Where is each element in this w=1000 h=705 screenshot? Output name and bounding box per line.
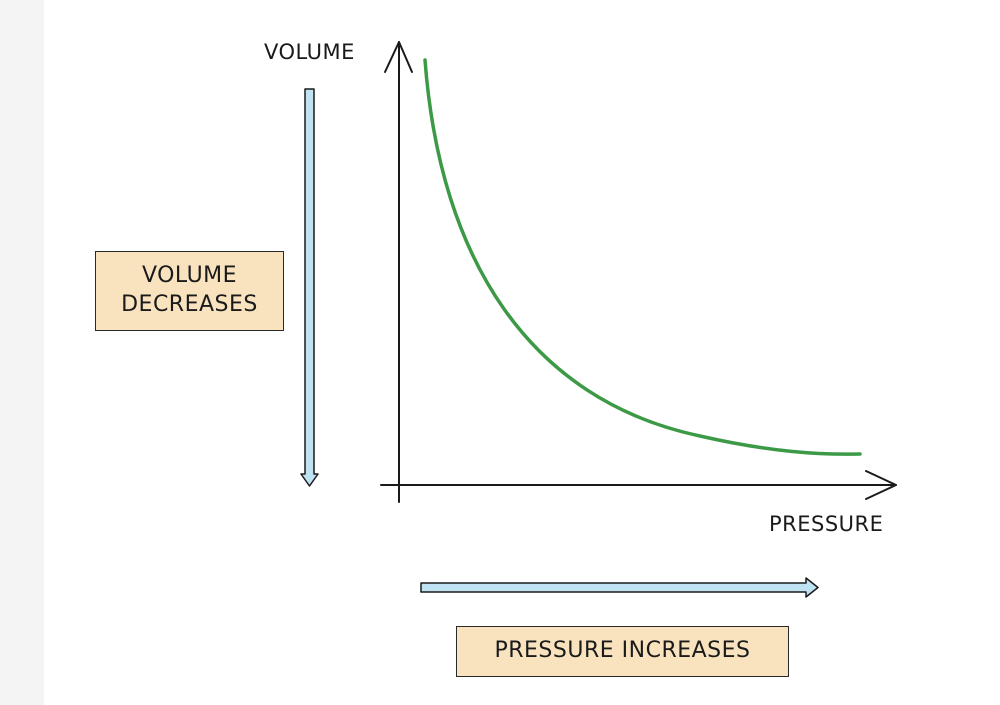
volume-decreases-line1: VOLUME	[141, 263, 238, 288]
y-axis-arrowhead	[384, 41, 413, 73]
volume-decreases-line2: DECREASES	[121, 292, 258, 317]
x-axis-label: PRESSURE	[769, 512, 884, 536]
pressure-increases-box: PRESSURE INCREASES	[456, 626, 789, 677]
y-axis-label: VOLUME	[264, 40, 355, 64]
pressure-increases-arrow	[420, 577, 819, 598]
volume-decreases-box: VOLUME DECREASES	[95, 251, 284, 331]
pressure-volume-curve	[423, 58, 862, 456]
volume-decreases-arrow	[300, 88, 319, 487]
x-axis-arrowhead	[865, 470, 897, 500]
